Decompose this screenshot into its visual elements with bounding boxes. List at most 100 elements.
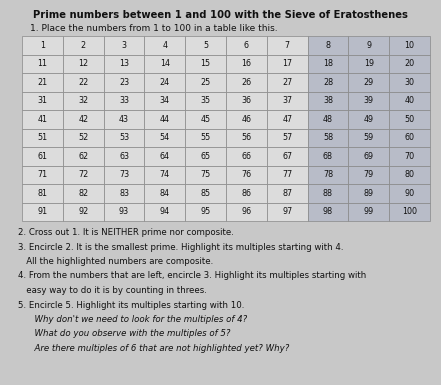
Text: 95: 95	[201, 207, 211, 216]
Text: 23: 23	[119, 78, 129, 87]
Bar	[267, 73, 308, 92]
Bar	[104, 147, 144, 166]
Text: 66: 66	[241, 152, 251, 161]
Bar	[226, 166, 267, 184]
Bar	[104, 73, 144, 92]
Bar	[226, 110, 267, 129]
Bar	[308, 184, 348, 203]
Text: 81: 81	[37, 189, 47, 198]
Text: 50: 50	[404, 115, 415, 124]
Bar	[185, 129, 226, 147]
Bar	[104, 55, 144, 73]
Bar	[185, 55, 226, 73]
Text: 53: 53	[119, 133, 129, 142]
Bar	[185, 203, 226, 221]
Text: 27: 27	[282, 78, 292, 87]
Bar	[267, 166, 308, 184]
Text: Prime numbers between 1 and 100 with the Sieve of Eratosthenes: Prime numbers between 1 and 100 with the…	[33, 10, 407, 20]
Bar	[389, 129, 430, 147]
Text: 8: 8	[325, 41, 330, 50]
Text: 73: 73	[119, 170, 129, 179]
Bar	[144, 147, 185, 166]
Text: 100: 100	[402, 207, 417, 216]
Text: 1: 1	[40, 41, 45, 50]
Bar	[389, 73, 430, 92]
Text: 57: 57	[282, 133, 292, 142]
Bar	[389, 92, 430, 110]
Text: 65: 65	[201, 152, 211, 161]
Bar	[267, 55, 308, 73]
Text: 99: 99	[364, 207, 374, 216]
Text: 49: 49	[364, 115, 374, 124]
Bar	[185, 166, 226, 184]
Bar	[185, 92, 226, 110]
Bar	[144, 166, 185, 184]
Text: 80: 80	[404, 170, 415, 179]
Text: 41: 41	[37, 115, 47, 124]
Text: 93: 93	[119, 207, 129, 216]
Text: 90: 90	[404, 189, 415, 198]
Bar	[348, 55, 389, 73]
Text: 60: 60	[404, 133, 415, 142]
Bar	[22, 184, 63, 203]
Text: 71: 71	[37, 170, 48, 179]
Bar	[348, 203, 389, 221]
Bar	[348, 166, 389, 184]
Text: 2: 2	[81, 41, 86, 50]
Text: 12: 12	[78, 59, 88, 68]
Bar	[63, 55, 104, 73]
Bar	[267, 203, 308, 221]
Text: 67: 67	[282, 152, 292, 161]
Bar	[267, 110, 308, 129]
Text: 19: 19	[364, 59, 374, 68]
Text: 68: 68	[323, 152, 333, 161]
Text: 30: 30	[404, 78, 415, 87]
Bar	[185, 110, 226, 129]
Text: 11: 11	[37, 59, 47, 68]
Bar	[308, 92, 348, 110]
Bar	[104, 36, 144, 55]
Text: 17: 17	[282, 59, 292, 68]
Bar	[389, 36, 430, 55]
Bar	[226, 129, 267, 147]
Text: All the highlighted numbers are composite.: All the highlighted numbers are composit…	[18, 257, 213, 266]
Text: 3: 3	[122, 41, 127, 50]
Bar	[22, 129, 63, 147]
Text: 34: 34	[160, 96, 170, 105]
Bar	[389, 203, 430, 221]
Text: 42: 42	[78, 115, 88, 124]
Bar	[185, 184, 226, 203]
Text: 7: 7	[284, 41, 290, 50]
Text: 32: 32	[78, 96, 88, 105]
Bar	[63, 110, 104, 129]
Text: 56: 56	[241, 133, 251, 142]
Text: 62: 62	[78, 152, 88, 161]
Bar	[308, 36, 348, 55]
Text: 10: 10	[404, 41, 415, 50]
Text: 28: 28	[323, 78, 333, 87]
Text: 48: 48	[323, 115, 333, 124]
Text: 47: 47	[282, 115, 292, 124]
Bar	[144, 129, 185, 147]
Text: 55: 55	[201, 133, 211, 142]
Bar	[389, 184, 430, 203]
Bar	[63, 184, 104, 203]
Bar	[348, 92, 389, 110]
Bar	[348, 147, 389, 166]
Text: 14: 14	[160, 59, 170, 68]
Text: 4: 4	[162, 41, 167, 50]
Text: easy way to do it is by counting in threes.: easy way to do it is by counting in thre…	[18, 286, 207, 295]
Text: 88: 88	[323, 189, 333, 198]
Bar	[22, 147, 63, 166]
Bar	[308, 147, 348, 166]
Bar	[22, 110, 63, 129]
Text: 85: 85	[201, 189, 211, 198]
Text: 38: 38	[323, 96, 333, 105]
Text: 25: 25	[201, 78, 211, 87]
Bar	[22, 36, 63, 55]
Text: 35: 35	[201, 96, 211, 105]
Text: 36: 36	[241, 96, 251, 105]
Text: 97: 97	[282, 207, 292, 216]
Text: 9: 9	[366, 41, 371, 50]
Text: 76: 76	[241, 170, 251, 179]
